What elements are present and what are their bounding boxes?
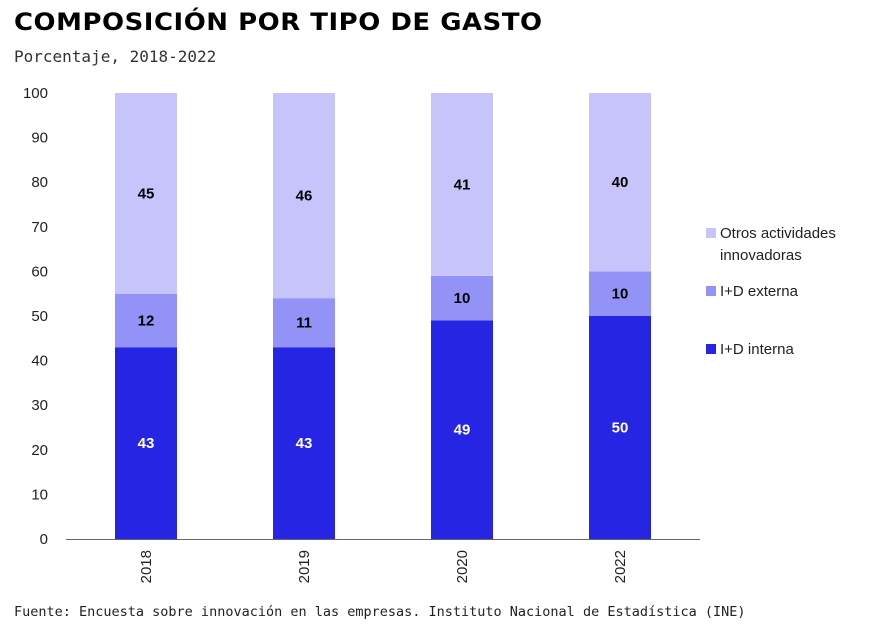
data-label: 43 — [138, 435, 155, 452]
y-tick-label: 80 — [31, 174, 48, 191]
bar-segment — [273, 298, 335, 348]
chart-subtitle: Porcentaje, 2018-2022 — [14, 47, 217, 66]
data-label: 50 — [612, 420, 629, 437]
data-label: 46 — [296, 188, 313, 205]
bar-segment — [589, 271, 651, 316]
y-tick-label: 30 — [31, 397, 48, 414]
data-label: 10 — [612, 286, 629, 303]
data-label: 43 — [296, 435, 313, 452]
y-tick-label: 0 — [40, 531, 48, 548]
legend: Otros actividades innovadoras I+D externa I… — [706, 225, 836, 358]
legend-swatch — [706, 286, 716, 296]
bar-segment — [431, 320, 493, 539]
data-label: 12 — [138, 312, 155, 329]
chart-title: COMPOSICIÓN POR TIPO DE GASTO — [14, 8, 543, 36]
x-tick-label: 2020 — [454, 550, 471, 583]
x-tick-label: 2022 — [612, 550, 629, 583]
y-tick-label: 60 — [31, 263, 48, 280]
data-label: 11 — [296, 315, 312, 332]
x-tick-label: 2018 — [138, 550, 155, 583]
y-tick-label: 50 — [31, 308, 48, 325]
y-axis: 0 10 20 30 40 50 60 70 80 90 100 — [23, 85, 48, 548]
data-label: 40 — [612, 174, 629, 191]
data-label: 45 — [138, 185, 155, 202]
data-label: 10 — [454, 290, 471, 307]
bars: 43 12 45 43 11 46 49 10 41 50 10 40 — [115, 93, 651, 539]
y-tick-label: 10 — [31, 486, 48, 503]
bar-segment — [115, 347, 177, 539]
y-tick-label: 100 — [23, 85, 48, 102]
bar-segment — [273, 347, 335, 539]
data-label: 49 — [454, 422, 471, 439]
bar-segment — [431, 275, 493, 321]
x-tick-label: 2019 — [296, 550, 313, 583]
bar-segment — [273, 93, 335, 299]
bar-segment — [589, 93, 651, 272]
x-axis: 2018 2019 2020 2022 — [66, 539, 700, 583]
legend-label: Otros actividades innovadoras — [720, 225, 836, 264]
legend-swatch — [706, 344, 716, 354]
legend-label: I+D externa — [720, 283, 799, 300]
legend-label: I+D interna — [720, 341, 794, 358]
y-tick-label: 90 — [31, 130, 48, 147]
bar-segment — [115, 293, 177, 348]
y-tick-label: 70 — [31, 219, 48, 236]
bar-segment — [589, 316, 651, 539]
legend-swatch — [706, 228, 716, 238]
y-tick-label: 20 — [31, 442, 48, 459]
y-tick-label: 40 — [31, 353, 48, 370]
bar-segment — [431, 93, 493, 276]
source-note: Fuente: Encuesta sobre innovación en las… — [14, 604, 746, 620]
data-label: 41 — [454, 176, 471, 193]
bar-segment — [115, 93, 177, 294]
